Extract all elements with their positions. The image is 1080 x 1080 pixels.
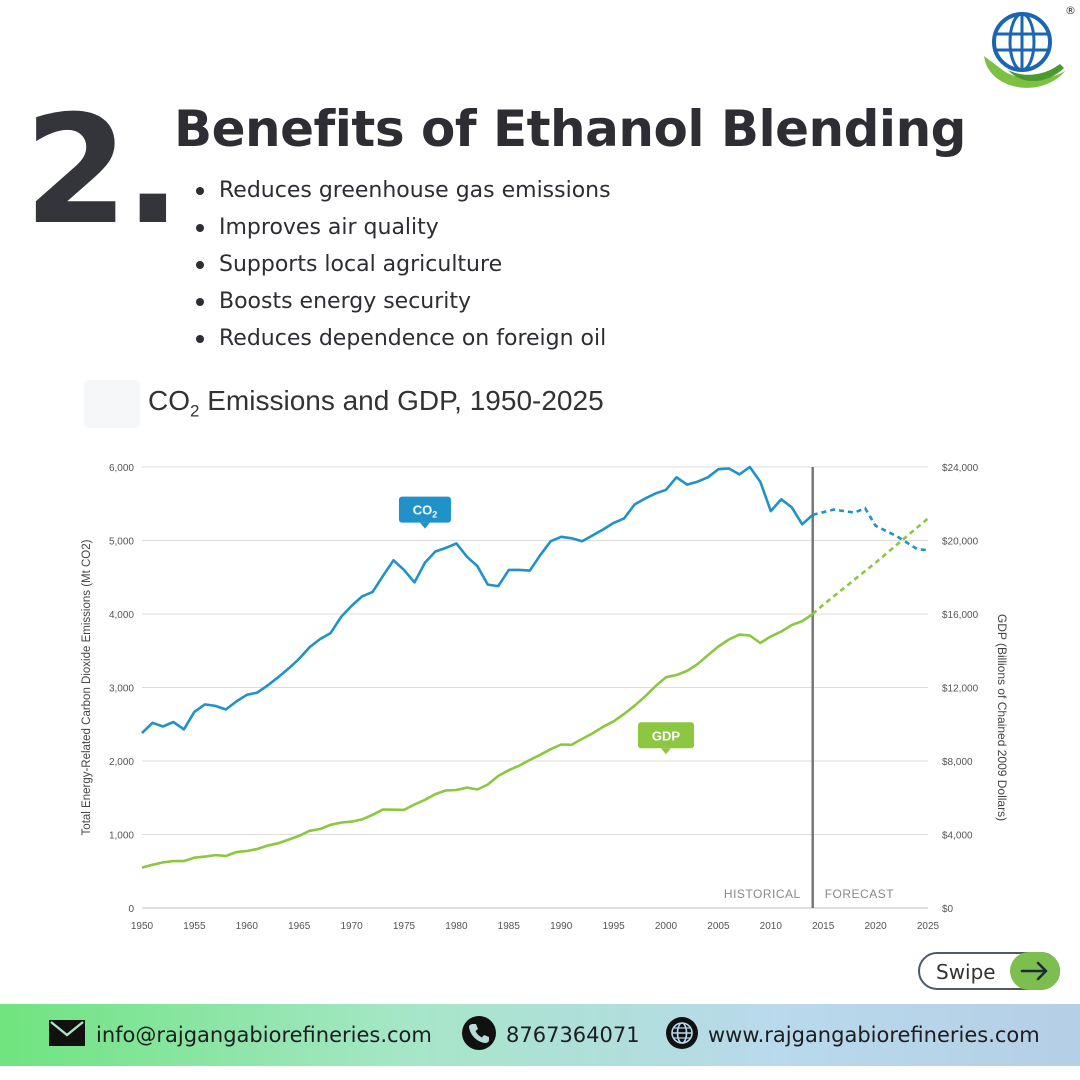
- website-link[interactable]: www.rajgangabiorefineries.com: [708, 1023, 1040, 1047]
- co-series-label-pointer: [419, 522, 430, 529]
- y-axis-title-right: GDP (Billions of Chained 2009 Dollars): [995, 614, 1009, 821]
- page-title: Benefits of Ethanol Blending: [174, 100, 966, 158]
- gdp-forecast-line: [811, 517, 929, 615]
- y-tick-label-right: $16,000: [942, 610, 979, 621]
- x-tick-label: 1960: [236, 921, 259, 932]
- x-tick-label: 1970: [340, 921, 363, 932]
- y-tick-label-left: 5,000: [109, 537, 134, 548]
- x-tick-label: 2020: [864, 921, 887, 932]
- benefit-item: Reduces greenhouse gas emissions: [194, 172, 611, 209]
- co-series-label: CO2: [413, 503, 438, 520]
- y-axis-title-left: Total Energy-Related Carbon Dioxide Emis…: [81, 539, 93, 835]
- y-tick-label-right: $24,000: [942, 463, 979, 474]
- y-tick-label-right: $8,000: [942, 757, 973, 768]
- phone-icon: [462, 1016, 496, 1054]
- swipe-button[interactable]: Swipe: [918, 952, 1060, 990]
- globe-icon: [666, 1017, 698, 1053]
- x-tick-label: 1950: [131, 921, 154, 932]
- benefit-item: Reduces dependence on foreign oil: [194, 320, 611, 357]
- y-tick-label-left: 4,000: [109, 610, 134, 621]
- x-tick-label: 1990: [550, 921, 573, 932]
- y-tick-label-right: $4,000: [942, 831, 973, 842]
- y-tick-label-right: $20,000: [942, 537, 979, 548]
- website-contact[interactable]: www.rajgangabiorefineries.com: [666, 1004, 1040, 1066]
- section-number: 2.: [24, 84, 181, 258]
- benefits-list: Reduces greenhouse gas emissions Improve…: [194, 172, 611, 357]
- gdp-series-label: GDP: [652, 728, 681, 743]
- x-tick-label: 2005: [707, 921, 730, 932]
- contact-footer: info@rajgangabiorefineries.com 876736407…: [0, 1004, 1080, 1066]
- x-tick-label: 2015: [812, 921, 835, 932]
- phone-number[interactable]: 8767364071: [506, 1023, 640, 1047]
- company-logo: ®: [978, 4, 1078, 102]
- y-tick-label-left: 6,000: [109, 463, 134, 474]
- arrow-right-icon: [1010, 952, 1060, 990]
- forecast-label: FORECAST: [825, 887, 895, 901]
- benefit-item: Boosts energy security: [194, 283, 611, 320]
- chart-title-rest: Emissions and GDP, 1950-2025: [199, 385, 604, 416]
- swipe-label: Swipe: [936, 960, 996, 984]
- gdp-series-label-box: [638, 722, 694, 749]
- x-tick-label: 1985: [498, 921, 521, 932]
- chart-title: CO2 Emissions and GDP, 1950-2025: [148, 385, 604, 422]
- registered-mark: ®: [1065, 4, 1076, 17]
- x-tick-label: 1995: [602, 921, 625, 932]
- y-tick-label-right: $12,000: [942, 684, 979, 695]
- historical-label: HISTORICAL: [724, 887, 801, 901]
- benefit-item: Supports local agriculture: [194, 246, 611, 283]
- chart-title-co: CO: [148, 385, 190, 416]
- email-link[interactable]: info@rajgangabiorefineries.com: [96, 1023, 432, 1047]
- globe-logo-icon: [984, 12, 1066, 88]
- gdp-series-label-pointer: [661, 748, 671, 755]
- x-tick-label: 2025: [917, 921, 940, 932]
- x-tick-label: 2010: [760, 921, 783, 932]
- y-tick-label-left: 0: [128, 904, 134, 915]
- chart-title-badge: [84, 380, 140, 428]
- co2-gdp-line-chart: 0 1,000 2,000 3,000 4,000 5,000 6,000 $0 $4,000 $…: [81, 463, 1009, 932]
- co-historical-line: [141, 465, 814, 735]
- chart-title-subscript: 2: [190, 401, 200, 421]
- co-forecast-line: [812, 506, 929, 552]
- y-tick-label-left: 3,000: [109, 684, 134, 695]
- x-tick-label: 1965: [288, 921, 311, 932]
- x-tick-label: 1975: [393, 921, 416, 932]
- x-tick-label: 1955: [183, 921, 206, 932]
- x-tick-label: 2000: [655, 921, 678, 932]
- envelope-icon: [48, 1019, 86, 1051]
- y-tick-label-left: 1,000: [109, 831, 134, 842]
- phone-contact[interactable]: 8767364071: [462, 1004, 640, 1066]
- y-tick-label-left: 2,000: [109, 757, 134, 768]
- benefit-item: Improves air quality: [194, 209, 611, 246]
- email-contact[interactable]: info@rajgangabiorefineries.com: [48, 1004, 432, 1066]
- y-tick-label-right: $0: [942, 904, 954, 915]
- co-series-label-box: [398, 496, 451, 523]
- gdp-historical-line: [141, 612, 814, 869]
- x-tick-label: 1980: [445, 921, 468, 932]
